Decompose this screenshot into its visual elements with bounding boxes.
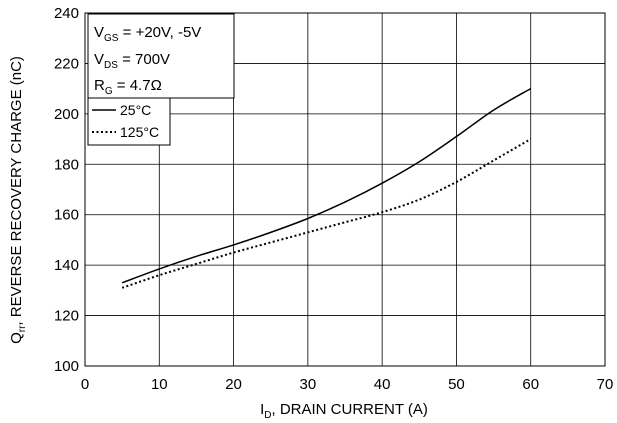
conditions-box-frame [87,13,235,99]
condition-vds: VDS = 700V [94,51,170,71]
x-tick-label-60: 60 [522,376,539,393]
y-axis-title-sub: rr [17,325,28,332]
legend: 25°C 125°C [87,97,171,146]
y-tick-label-100: 100 [54,358,79,375]
x-tick-label-0: 0 [81,376,89,393]
x-tick-label-30: 30 [300,376,317,393]
y-axis-title-main: Q [8,332,25,344]
x-axis-title-rest: , DRAIN CURRENT (A) [272,401,428,418]
legend-frame [87,97,171,146]
y-tick-label-160: 160 [54,207,79,224]
conditions-box: VGS = +20V, -5V VDS = 700V RG = 4.7Ω [87,13,235,99]
condition-vgs: VGS = +20V, -5V [94,24,201,44]
series-line-0 [121,87,532,284]
x-tick-label-50: 50 [448,376,465,393]
y-tick-label-140: 140 [54,257,79,274]
x-axis-title-main: I [260,401,264,418]
y-tick-label-180: 180 [54,156,79,173]
legend-label-125c: 125°C [120,124,159,140]
y-tick-label-220: 220 [54,55,79,72]
y-tick-label-240: 240 [54,5,79,22]
series-lines [121,87,532,289]
axes [84,12,606,367]
plot-frame [84,12,606,367]
tick-labels: 100 120 140 160 180 200 220 240 0 10 20 30 40 50 60 70 [54,5,613,393]
y-tick-label-200: 200 [54,106,79,123]
condition-rg: RG = 4.7Ω [94,77,162,97]
y-tick-label-120: 120 [54,308,79,325]
x-tick-label-70: 70 [597,376,614,393]
x-tick-label-10: 10 [151,376,168,393]
x-axis-title-sub: D [264,410,271,421]
x-tick-label-40: 40 [374,376,391,393]
x-axis-title: ID, DRAIN CURRENT (A) [260,401,428,421]
y-axis-title: Qrr, REVERSE RECOVERY CHARGE (nC) [8,56,28,344]
legend-label-25c: 25°C [120,102,151,118]
x-tick-label-20: 20 [225,376,242,393]
y-axis-title-rest: , REVERSE RECOVERY CHARGE (nC) [8,56,25,326]
series-line-1 [121,138,532,289]
